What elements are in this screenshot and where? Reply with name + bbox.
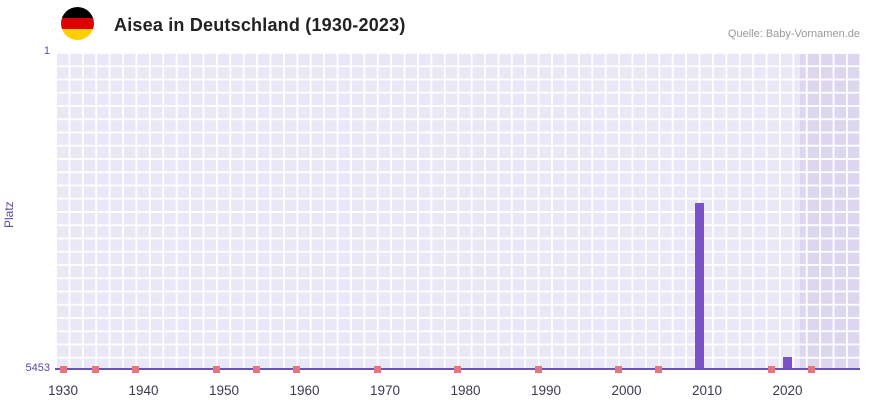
y-axis-title: Platz (2, 201, 16, 228)
x-axis-labels: 1930 1940 1950 1960 1970 1980 1990 2000 2010 2020 (48, 383, 860, 403)
x-tick-label-1950: 1950 (209, 383, 240, 398)
x-tick-label-1990: 1990 (531, 383, 562, 398)
unranked-marker-2018 (767, 366, 775, 373)
x-tick-label-1970: 1970 (370, 383, 401, 398)
x-tick-label-2020: 2020 (772, 383, 803, 398)
unranked-marker-1959 (293, 366, 300, 373)
unranked-marker-1939 (132, 366, 139, 373)
unranked-marker-1989 (534, 366, 542, 373)
page-title: Aisea in Deutschland (1930-2023) (114, 15, 406, 35)
unranked-marker-2004 (655, 366, 663, 373)
bar-layer (55, 52, 860, 373)
gridlines (55, 52, 860, 370)
unranked-marker-1969 (373, 366, 381, 373)
y-axis-bottom-tick-label: 5453 (25, 362, 50, 374)
unranked-marker-1954 (252, 366, 260, 373)
unranked-marker-1979 (454, 366, 461, 373)
x-tick-label-1930: 1930 (48, 383, 79, 398)
unranked-marker-1934 (91, 366, 99, 373)
x-tick-label-1960: 1960 (289, 383, 320, 398)
source-attribution-link[interactable]: Quelle: Baby-Vornamen.de (727, 28, 860, 40)
unranked-marker-1930 (59, 366, 67, 373)
y-axis-top-tick-label: 1 (43, 45, 50, 57)
plot-area (55, 52, 860, 373)
x-tick-label-1940: 1940 (128, 383, 159, 398)
german-flag-icon (61, 7, 94, 40)
unranked-marker-2023 (808, 366, 816, 373)
rank-bar-2020 (783, 357, 793, 370)
x-tick-label-2000: 2000 (611, 383, 642, 398)
x-tick-label-2010: 2010 (692, 383, 723, 398)
rank-bar-2009 (694, 203, 704, 370)
unranked-marker-1949 (212, 366, 220, 373)
unranked-marker-1999 (615, 366, 622, 373)
x-tick-label-1980: 1980 (450, 383, 481, 398)
